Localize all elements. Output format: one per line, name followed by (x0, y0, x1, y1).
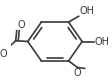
Text: O: O (0, 49, 7, 59)
Text: OH: OH (79, 6, 94, 16)
Text: O: O (74, 68, 81, 78)
Text: OH: OH (95, 37, 110, 46)
Text: O: O (17, 20, 25, 30)
